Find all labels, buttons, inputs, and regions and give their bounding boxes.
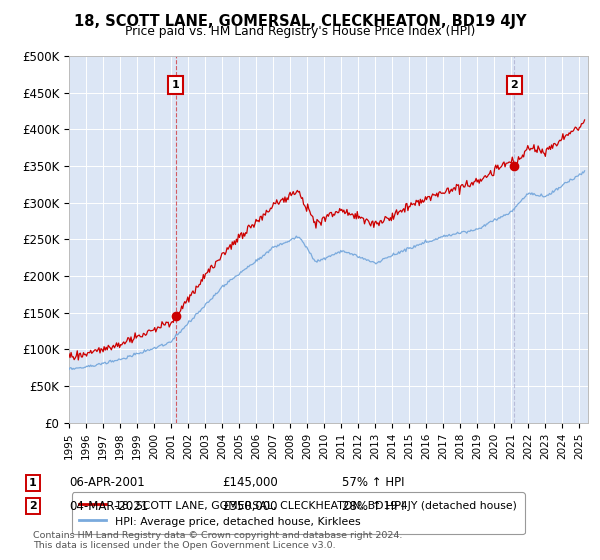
Text: 04-MAR-2021: 04-MAR-2021 xyxy=(69,500,148,513)
Text: 28% ↑ HPI: 28% ↑ HPI xyxy=(342,500,404,513)
Text: 2: 2 xyxy=(29,501,37,511)
Text: 2: 2 xyxy=(511,80,518,90)
Text: £145,000: £145,000 xyxy=(222,476,278,489)
Legend: 18, SCOTT LANE, GOMERSAL, CLECKHEATON, BD19 4JY (detached house), HPI: Average p: 18, SCOTT LANE, GOMERSAL, CLECKHEATON, B… xyxy=(72,492,524,534)
Text: £350,000: £350,000 xyxy=(222,500,277,513)
Text: 18, SCOTT LANE, GOMERSAL, CLECKHEATON, BD19 4JY: 18, SCOTT LANE, GOMERSAL, CLECKHEATON, B… xyxy=(74,14,526,29)
Text: 57% ↑ HPI: 57% ↑ HPI xyxy=(342,476,404,489)
Text: 1: 1 xyxy=(29,478,37,488)
Text: 1: 1 xyxy=(172,80,179,90)
Text: Price paid vs. HM Land Registry's House Price Index (HPI): Price paid vs. HM Land Registry's House … xyxy=(125,25,475,38)
Text: 06-APR-2001: 06-APR-2001 xyxy=(69,476,145,489)
Text: Contains HM Land Registry data © Crown copyright and database right 2024.
This d: Contains HM Land Registry data © Crown c… xyxy=(33,531,403,550)
